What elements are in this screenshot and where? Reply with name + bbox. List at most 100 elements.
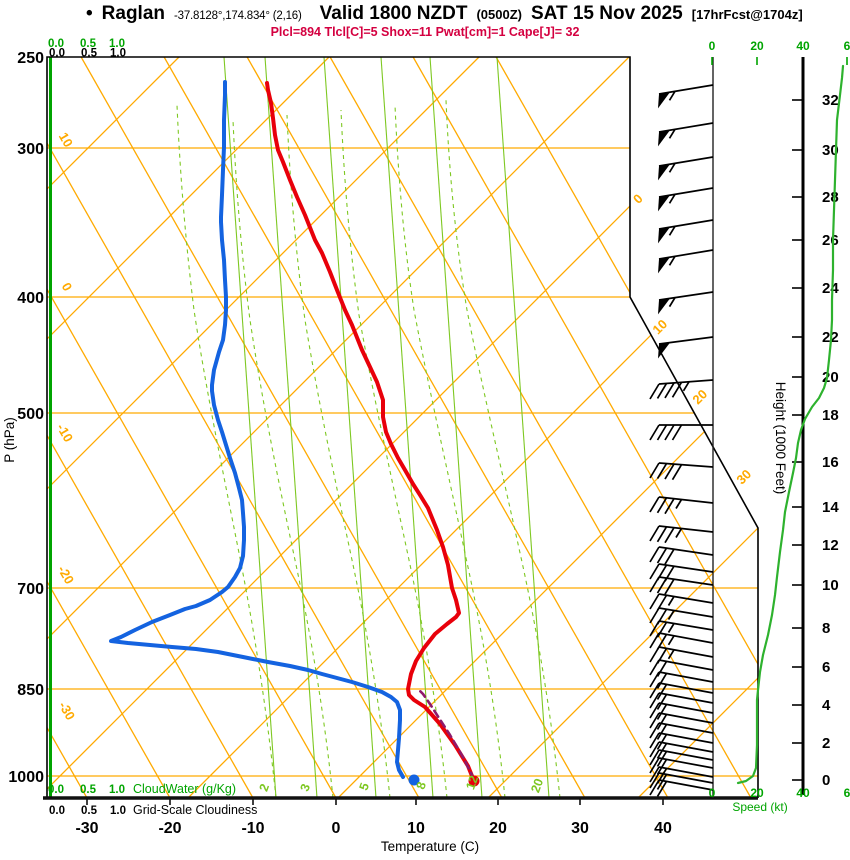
- skewt-background: [47, 57, 758, 798]
- svg-text:30: 30: [571, 820, 589, 837]
- svg-text:0: 0: [630, 191, 646, 207]
- svg-text:26: 26: [822, 232, 839, 249]
- wind-barb: [649, 496, 714, 515]
- wind-barb: [658, 156, 714, 181]
- wind-barb: [658, 84, 714, 109]
- wind-barb: [649, 620, 714, 638]
- wind-barb: [658, 336, 714, 359]
- wind-barb: [649, 462, 714, 481]
- station-name: Raglan: [101, 3, 166, 24]
- svg-text:0.0: 0.0: [49, 805, 65, 817]
- svg-text:2: 2: [822, 735, 830, 752]
- wind-barb: [649, 659, 714, 677]
- wind-speed-profile: [736, 64, 845, 785]
- svg-text:4: 4: [822, 697, 831, 714]
- svg-text:20: 20: [689, 386, 710, 407]
- valid-zulu: (0500Z): [476, 7, 522, 22]
- svg-text:12: 12: [463, 774, 481, 792]
- svg-text:30: 30: [733, 466, 754, 487]
- wind-barb: [649, 671, 714, 689]
- svg-text:10: 10: [56, 130, 76, 150]
- svg-text:1.0: 1.0: [110, 48, 126, 60]
- svg-text:700: 700: [17, 581, 44, 598]
- svg-text:0: 0: [709, 39, 716, 53]
- svg-text:0: 0: [709, 786, 716, 800]
- svg-text:20: 20: [750, 39, 764, 53]
- svg-text:0.0: 0.0: [49, 48, 65, 60]
- valid-time: Valid 1800 NZDT: [319, 3, 468, 24]
- svg-text:40: 40: [654, 820, 672, 837]
- svg-text:0.0: 0.0: [48, 784, 64, 796]
- wind-barb: [649, 779, 714, 797]
- svg-text:Height (1000 Feet): Height (1000 Feet): [773, 382, 788, 495]
- svg-text:-30: -30: [56, 699, 78, 723]
- wind-barb: [658, 219, 714, 244]
- wind-barb: [649, 712, 714, 730]
- svg-text:0: 0: [332, 820, 341, 837]
- svg-text:40: 40: [796, 786, 810, 800]
- svg-text:1.0: 1.0: [110, 805, 126, 817]
- svg-text:250: 250: [17, 50, 44, 67]
- svg-text:-10: -10: [241, 820, 264, 837]
- svg-text:500: 500: [17, 406, 44, 423]
- svg-text:0.5: 0.5: [80, 38, 97, 50]
- svg-text:0.5: 0.5: [81, 805, 98, 817]
- svg-text:0.0: 0.0: [48, 38, 64, 50]
- svg-text:8: 8: [413, 780, 429, 791]
- wind-barb: [649, 546, 714, 565]
- bullet-icon: •: [86, 3, 93, 24]
- wind-barbs: [649, 84, 714, 797]
- wind-barb: [649, 702, 714, 720]
- svg-text:CloudWater (g/Kg): CloudWater (g/Kg): [133, 782, 236, 796]
- wind-barb: [649, 722, 714, 740]
- wind-barb: [649, 593, 714, 611]
- svg-text:20: 20: [489, 820, 507, 837]
- svg-text:20: 20: [528, 777, 546, 795]
- svg-text:Temperature (C): Temperature (C): [381, 839, 479, 854]
- station-coords: -37.8128°,174.834° (2,16): [174, 10, 302, 22]
- svg-text:-20: -20: [158, 820, 181, 837]
- svg-text:0: 0: [59, 280, 76, 294]
- svg-text:Speed (kt): Speed (kt): [732, 800, 787, 814]
- sounding-curves: [109, 80, 480, 787]
- svg-text:5: 5: [356, 781, 372, 792]
- svg-text:P (hPa): P (hPa): [2, 417, 17, 463]
- wind-barb: [649, 632, 714, 650]
- svg-text:32: 32: [822, 92, 839, 109]
- svg-text:10: 10: [407, 820, 425, 837]
- wind-barb: [649, 424, 713, 441]
- wind-barb: [649, 682, 714, 700]
- svg-text:Grid-Scale Cloudiness: Grid-Scale Cloudiness: [133, 803, 257, 817]
- wind-barb: [649, 379, 714, 400]
- wind-barb: [649, 525, 714, 544]
- wind-barb: [649, 563, 714, 582]
- svg-text:6: 6: [844, 786, 850, 800]
- svg-text:6: 6: [844, 39, 850, 53]
- wind-barb: [658, 291, 714, 315]
- forecast-tag: [17hrFcst@1704z]: [691, 7, 803, 22]
- svg-text:850: 850: [17, 682, 44, 699]
- wind-barb: [649, 576, 714, 595]
- svg-text:0.5: 0.5: [81, 48, 98, 60]
- wind-barb: [649, 772, 714, 790]
- svg-text:30: 30: [822, 142, 839, 159]
- wind-barb: [658, 122, 714, 147]
- svg-text:0.5: 0.5: [80, 784, 97, 796]
- svg-text:10: 10: [822, 577, 839, 594]
- svg-text:300: 300: [17, 141, 44, 158]
- wind-barb: [658, 249, 714, 274]
- svg-text:-20: -20: [55, 563, 77, 587]
- svg-text:20: 20: [750, 786, 764, 800]
- svg-text:14: 14: [822, 499, 839, 516]
- title-bar: • Raglan -37.8128°,174.834° (2,16) Valid…: [86, 3, 803, 25]
- svg-text:24: 24: [822, 280, 839, 297]
- svg-text:-10: -10: [54, 421, 76, 445]
- wind-barb: [658, 187, 714, 212]
- svg-text:16: 16: [822, 454, 839, 471]
- svg-text:12: 12: [822, 537, 839, 554]
- svg-text:1.0: 1.0: [109, 784, 125, 796]
